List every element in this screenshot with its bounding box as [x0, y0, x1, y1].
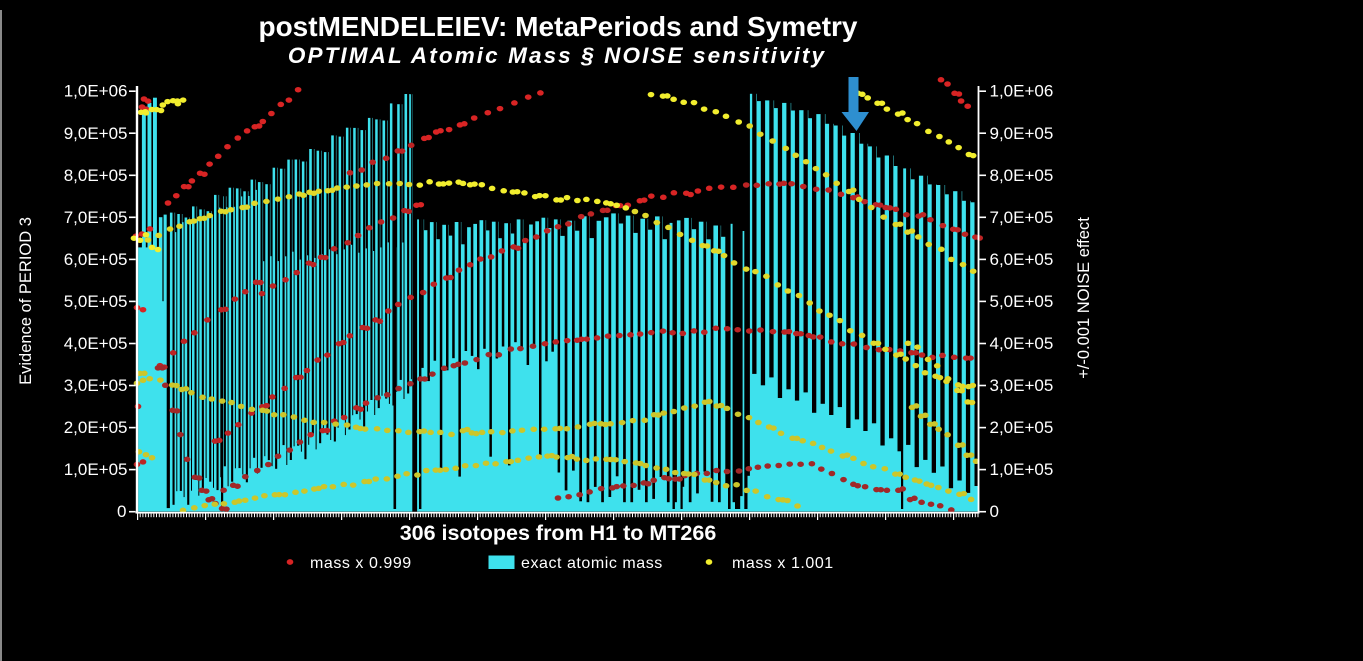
svg-text:1,0E+05: 1,0E+05 [64, 460, 128, 479]
svg-text:mass x 1.001: mass x 1.001 [732, 555, 834, 572]
svg-text:7,0E+05: 7,0E+05 [64, 208, 128, 227]
svg-text:306 isotopes from H1 to MT266: 306 isotopes from H1 to MT266 [400, 521, 717, 545]
svg-text:2,0E+05: 2,0E+05 [990, 418, 1054, 437]
svg-text:6,0E+05: 6,0E+05 [64, 250, 128, 269]
svg-text:0: 0 [117, 502, 126, 521]
svg-text:mass x 0.999: mass x 0.999 [310, 555, 412, 572]
svg-text:4,0E+05: 4,0E+05 [64, 334, 128, 353]
svg-text:1,0E+06: 1,0E+06 [990, 82, 1054, 101]
svg-text:5,0E+05: 5,0E+05 [64, 292, 128, 311]
svg-text:exact atomic mass: exact atomic mass [521, 555, 663, 572]
svg-text:OPTIMAL Atomic Mass § NOISE se: OPTIMAL Atomic Mass § NOISE sensitivity [288, 43, 826, 68]
svg-text:9,0E+05: 9,0E+05 [990, 124, 1054, 143]
svg-text:8,0E+05: 8,0E+05 [64, 166, 128, 185]
svg-text:3,0E+05: 3,0E+05 [64, 376, 128, 395]
svg-text:6,0E+05: 6,0E+05 [990, 250, 1054, 269]
svg-text:1,0E+06: 1,0E+06 [64, 82, 128, 101]
svg-text:4,0E+05: 4,0E+05 [990, 334, 1054, 353]
svg-text:5,0E+05: 5,0E+05 [990, 292, 1054, 311]
svg-text:7,0E+05: 7,0E+05 [990, 208, 1054, 227]
svg-text:9,0E+05: 9,0E+05 [64, 124, 128, 143]
svg-text:3,0E+05: 3,0E+05 [990, 376, 1054, 395]
svg-text:2,0E+05: 2,0E+05 [64, 418, 128, 437]
svg-text:Evidence of PERIOD 3: Evidence of PERIOD 3 [17, 217, 35, 385]
svg-text:+/-0.001 NOISE effect: +/-0.001 NOISE effect [1075, 217, 1093, 379]
svg-text:postMENDELEIEV: MetaPeriods an: postMENDELEIEV: MetaPeriods and Symetry [258, 11, 857, 42]
svg-text:1,0E+05: 1,0E+05 [990, 460, 1054, 479]
svg-text:0: 0 [990, 502, 999, 521]
svg-text:8,0E+05: 8,0E+05 [990, 166, 1054, 185]
